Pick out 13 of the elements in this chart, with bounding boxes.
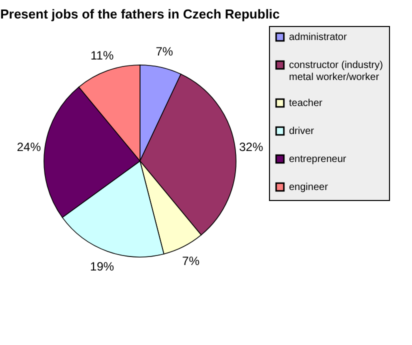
data-label: 7% <box>156 44 174 59</box>
data-label: 19% <box>90 259 114 274</box>
data-label: 11% <box>90 48 114 63</box>
chart-title: Present jobs of the fathers in Czech Republic <box>0 6 280 22</box>
data-label: 24% <box>16 140 42 154</box>
legend-label: constructor (industry) metal worker/worker <box>289 60 383 83</box>
legend-label: administrator <box>289 32 348 43</box>
legend-label: entrepreneur <box>289 154 347 165</box>
data-label: 32% <box>239 140 264 154</box>
legend-label: engineer <box>289 182 329 193</box>
data-label: 7% <box>182 254 200 268</box>
legend-label: driver <box>289 126 315 137</box>
legend-label: teacher <box>289 98 324 109</box>
